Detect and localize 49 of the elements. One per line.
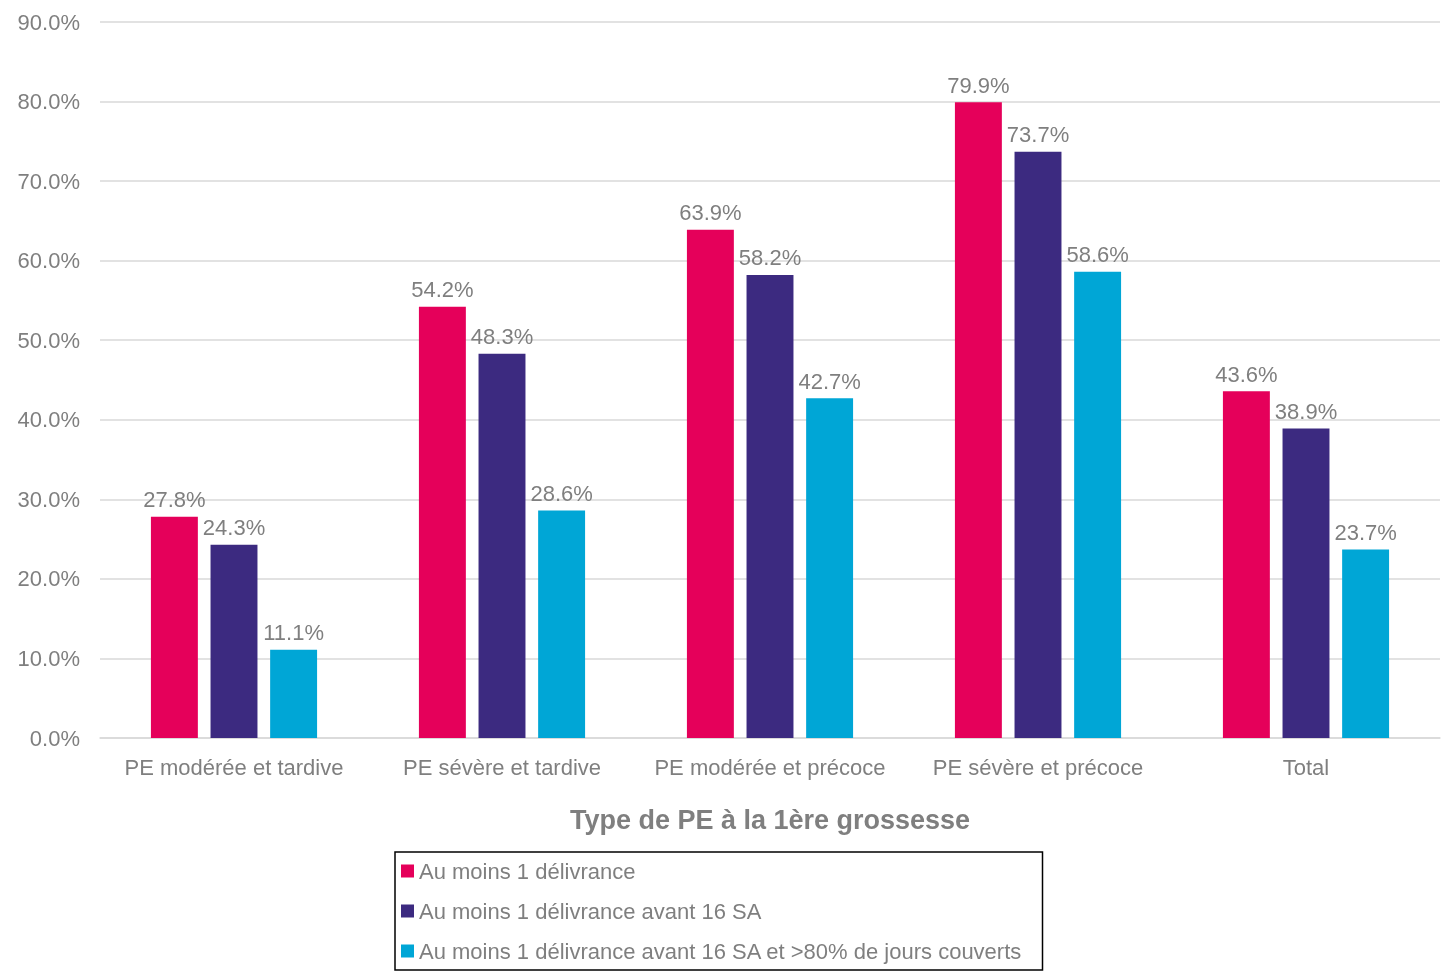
x-tick-label: Total	[1282, 754, 1330, 780]
y-tick-label: 50.0%	[17, 327, 80, 353]
data-label: 63.9%	[679, 200, 742, 226]
bar	[1222, 391, 1270, 738]
bar	[538, 510, 586, 738]
bar	[1074, 271, 1122, 738]
y-tick-label: 80.0%	[17, 89, 80, 115]
x-tick-label: PE modérée et tardive	[124, 754, 344, 780]
data-label: 27.8%	[143, 487, 206, 513]
data-label: 43.6%	[1215, 361, 1278, 387]
bar	[1282, 428, 1330, 738]
bar	[806, 398, 854, 738]
data-label: 54.2%	[411, 277, 474, 303]
y-tick-label: 90.0%	[17, 9, 80, 35]
y-tick-label: 30.0%	[17, 486, 80, 512]
y-tick-label: 20.0%	[17, 566, 80, 592]
bar	[270, 649, 318, 738]
y-tick-label: 60.0%	[17, 248, 80, 274]
data-label: 23.7%	[1334, 519, 1397, 545]
legend-label: Au moins 1 délivrance avant 16 SA et >80% de jours couverts	[419, 938, 1022, 964]
bar	[478, 353, 526, 738]
data-label: 48.3%	[470, 324, 534, 350]
y-tick-label: 40.0%	[17, 407, 80, 433]
bar	[150, 516, 198, 738]
bar	[746, 274, 794, 738]
data-label: 58.2%	[738, 245, 802, 271]
x-tick-label: PE modérée et précoce	[654, 754, 886, 780]
y-tick-label: 70.0%	[17, 168, 80, 194]
x-tick-label: PE sévère et précoce	[932, 754, 1144, 780]
bar	[686, 229, 734, 738]
bar	[954, 102, 1002, 738]
data-label: 58.6%	[1066, 242, 1129, 268]
y-tick-label: 0.0%	[29, 725, 80, 751]
data-label: 11.1%	[263, 620, 324, 646]
data-label: 73.7%	[1006, 122, 1070, 148]
bar	[210, 544, 258, 738]
legend-label: Au moins 1 délivrance	[419, 858, 636, 884]
bar	[1342, 549, 1390, 738]
x-tick-label: PE sévère et tardive	[402, 754, 602, 780]
data-label: 42.7%	[798, 368, 861, 394]
data-label: 28.6%	[530, 480, 593, 506]
bar	[418, 306, 466, 738]
bar	[1014, 151, 1062, 738]
data-label: 79.9%	[947, 72, 1010, 98]
legend-label: Au moins 1 délivrance avant 16 SA	[419, 898, 762, 924]
data-label: 24.3%	[202, 515, 266, 541]
data-label: 38.9%	[1274, 399, 1338, 425]
y-tick-label: 10.0%	[17, 645, 80, 671]
x-axis-title: Type de PE à la 1ère grossesse	[569, 804, 971, 835]
